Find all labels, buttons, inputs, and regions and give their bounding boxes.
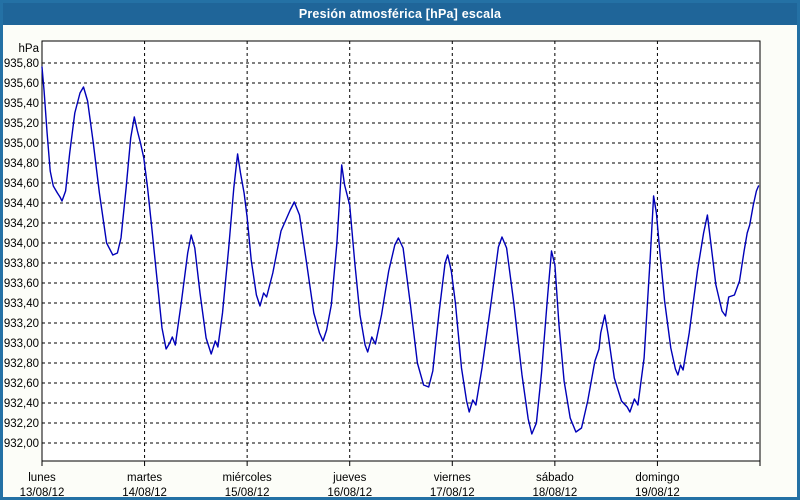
x-day-name: miércoles	[223, 472, 272, 484]
title-bar: Presión atmosférica [hPa] escala	[3, 3, 797, 25]
pressure-line	[41, 66, 760, 435]
x-day-date: 16/08/12	[327, 487, 372, 497]
y-tick-label: 935,00	[4, 138, 39, 150]
y-tick-label: 932,80	[4, 358, 39, 370]
x-day-name: sábado	[536, 472, 574, 484]
y-axis-labels: 935,80 935,60 935,40 935,20 935,00 934,80 934,…	[4, 58, 39, 450]
y-tick-label: 933,80	[4, 258, 39, 270]
x-axis-labels: lunes 13/08/12 martes 14/08/12 miércoles 15/0…	[20, 472, 680, 497]
x-day-date: 14/08/12	[122, 487, 167, 497]
y-tick-label: 935,60	[4, 78, 39, 90]
y-tick-label: 934,60	[4, 178, 39, 190]
x-day-date: 19/08/12	[635, 487, 680, 497]
plot-area	[41, 40, 761, 462]
y-axis-unit-label: hPa	[19, 43, 40, 55]
chart-panel: 935,80 935,60 935,40 935,20 935,00 934,80 934,…	[3, 25, 797, 497]
y-tick-label: 933,00	[4, 338, 39, 350]
y-tick-label: 935,20	[4, 118, 39, 130]
x-day-name: lunes	[28, 472, 56, 484]
x-day-name: viernes	[434, 472, 471, 484]
x-day-date: 15/08/12	[225, 487, 270, 497]
x-day-name: martes	[127, 472, 162, 484]
y-tick-label: 934,40	[4, 198, 39, 210]
x-day-name: jueves	[332, 472, 366, 484]
y-tick-label: 932,40	[4, 398, 39, 410]
y-tick-label: 934,80	[4, 158, 39, 170]
x-axis-ticks	[41, 461, 761, 466]
y-tick-label: 932,20	[4, 418, 39, 430]
y-tick-label: 933,60	[4, 278, 39, 290]
x-day-name: domingo	[635, 472, 679, 484]
y-tick-label: 933,20	[4, 318, 39, 330]
chart-title: Presión atmosférica [hPa] escala	[298, 7, 502, 21]
y-tick-label: 935,40	[4, 98, 39, 110]
x-day-date: 17/08/12	[430, 487, 475, 497]
y-tick-label: 933,40	[4, 298, 39, 310]
x-day-date: 18/08/12	[532, 487, 577, 497]
pressure-line-chart: 935,80 935,60 935,40 935,20 935,00 934,80 934,…	[4, 40, 761, 497]
y-tick-label: 935,80	[4, 58, 39, 70]
y-tick-label: 934,20	[4, 218, 39, 230]
y-tick-label: 932,60	[4, 378, 39, 390]
x-day-date: 13/08/12	[20, 487, 65, 497]
y-tick-label: 934,00	[4, 238, 39, 250]
y-tick-label: 932,00	[4, 438, 39, 450]
vertical-gridlines	[144, 41, 658, 461]
